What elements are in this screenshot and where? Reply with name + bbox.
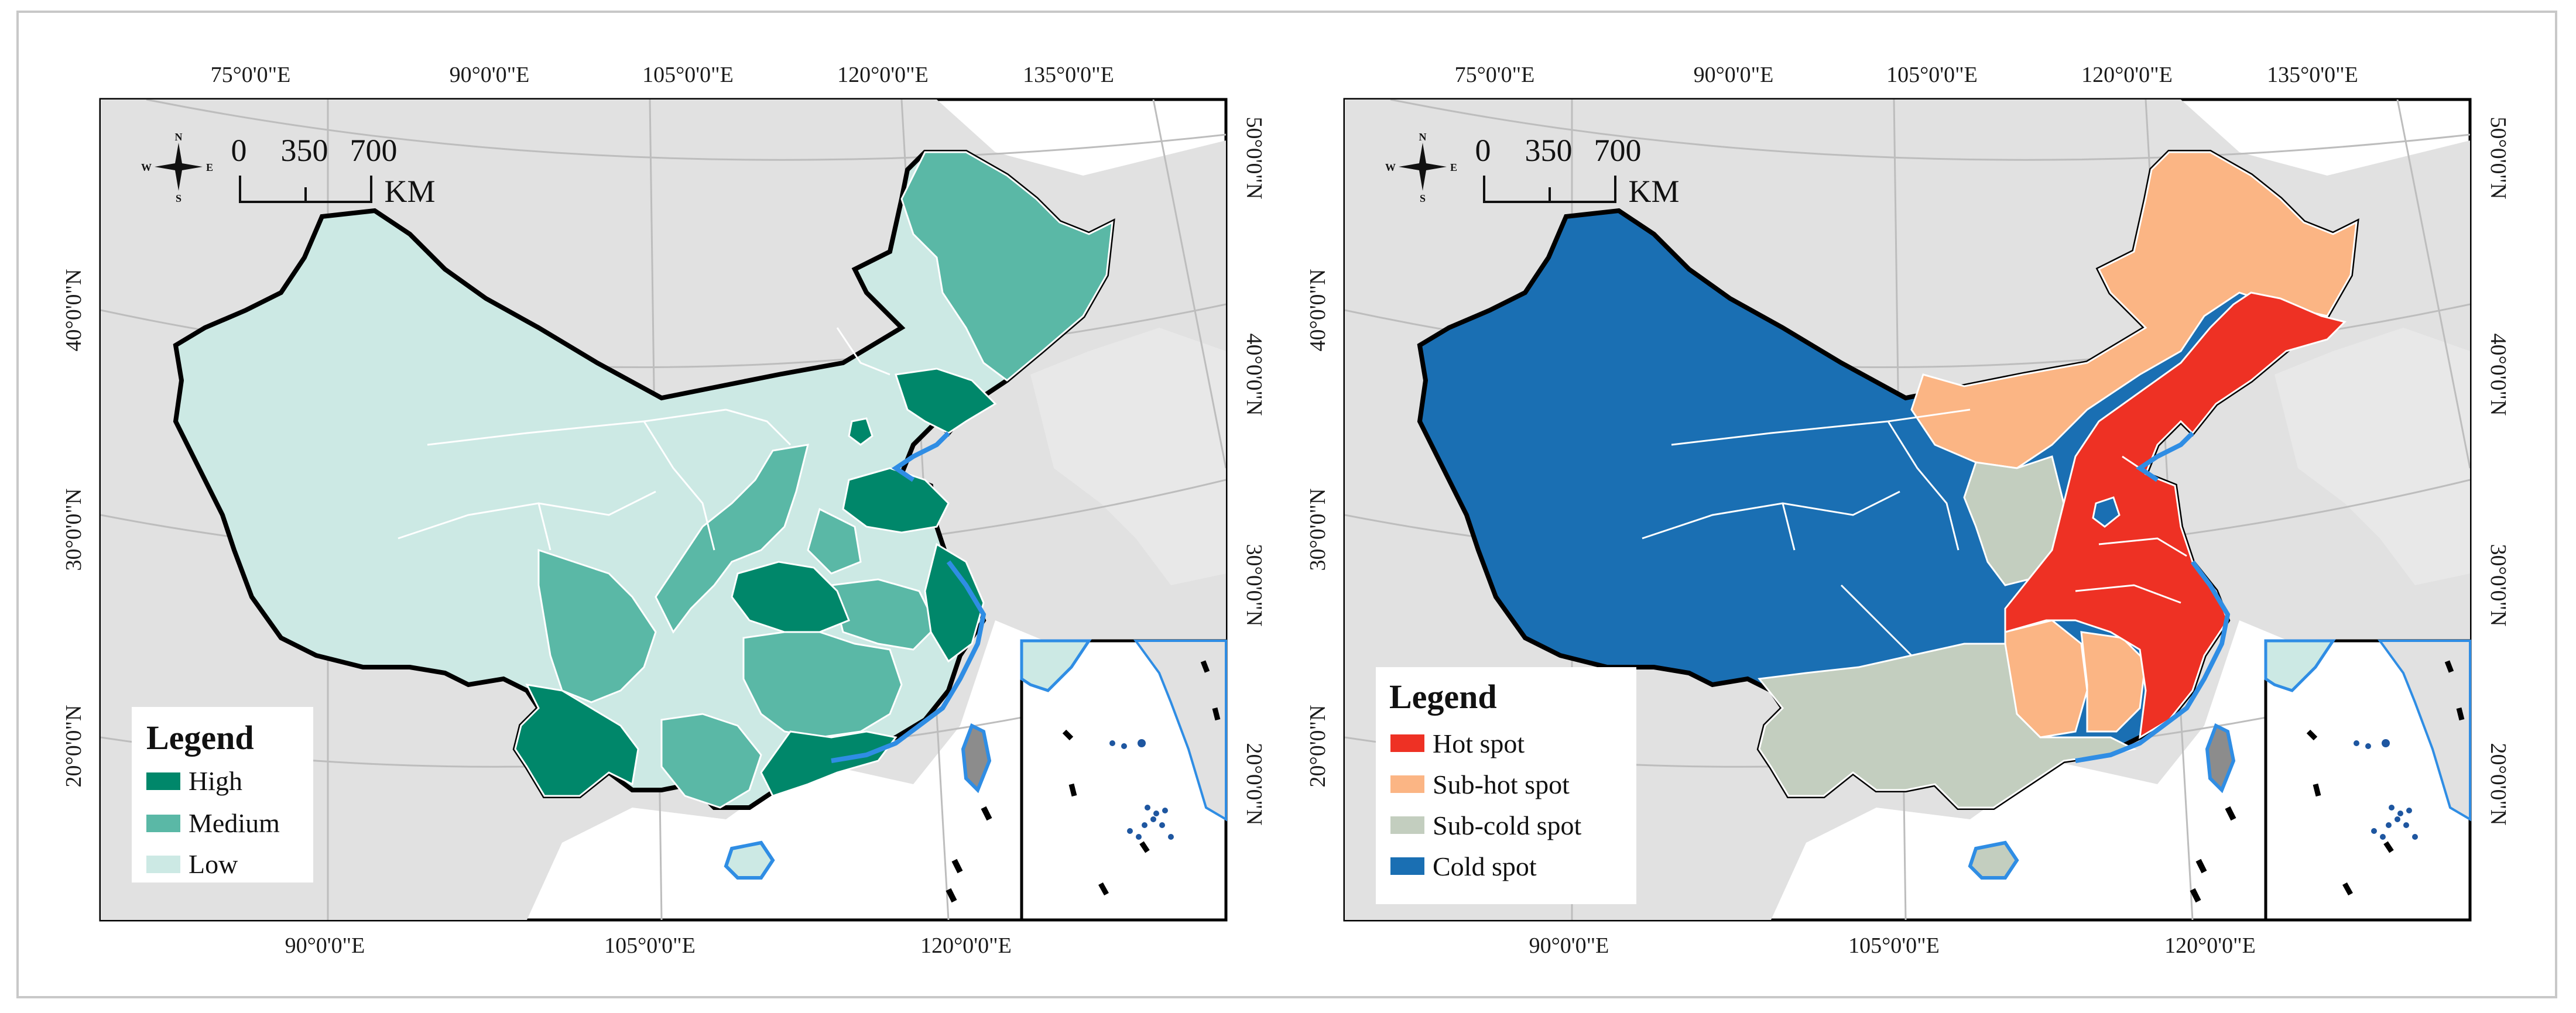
lat-label: 20°0'0"N [1242, 743, 1266, 826]
lat-label: 20°0'0"N [2486, 743, 2510, 826]
svg-text:KM: KM [384, 174, 435, 209]
svg-text:S: S [1420, 193, 1426, 204]
high-regions [514, 368, 997, 797]
north-arrow-icon: N S E W [141, 131, 213, 204]
lat-label: 30°0'0"N [1242, 544, 1266, 627]
hainan [1968, 840, 2019, 880]
level-map-panel: 75°0'0"E 90°0'0"E 105°0'0"E 120°0'0"E 13… [61, 63, 1266, 958]
hotspot-map-panel: 75°0'0"E 90°0'0"E 105°0'0"E 120°0'0"E 13… [1244, 0, 2532, 1013]
scale-bar: 0 350 700 KM [231, 133, 436, 209]
boundary-dashes [2190, 806, 2236, 903]
bottom-longitude-labels: 90°0'0"E 105°0'0"E 120°0'0"E [285, 933, 1012, 958]
legend-swatch [1390, 857, 1424, 875]
lat-label: 40°0'0"N [2486, 334, 2510, 416]
inset-south-china-sea [1020, 639, 1228, 922]
legend-label: Cold spot [1433, 851, 1537, 881]
legend-swatch [1390, 816, 1424, 834]
province-borders [1642, 408, 2187, 657]
scale-bar: 0 350 700 KM [1475, 133, 1680, 209]
lon-label: 120°0'0"E [2081, 63, 2173, 87]
right-latitude-labels: 50°0'0"N 40°0'0"N 30°0'0"N 20°0'0"N [1242, 117, 1266, 826]
taiwan [961, 723, 992, 794]
svg-text:E: E [206, 162, 213, 173]
lat-label: 50°0'0"N [2486, 117, 2510, 200]
taiwan [2205, 723, 2236, 794]
legend-label: Low [189, 849, 238, 879]
sub-cold-regions [1758, 455, 2137, 809]
svg-text:W: W [141, 162, 152, 173]
lon-label: 120°0'0"E [2164, 933, 2256, 958]
lon-label: 75°0'0"E [1455, 63, 1535, 87]
legend-label: Sub-hot spot [1433, 770, 1570, 799]
hotspot-map: 75°0'0"E 90°0'0"E 105°0'0"E 120°0'0"E 13… [1306, 63, 2510, 958]
hot-regions [2004, 291, 2347, 739]
sub-hot-regions [1910, 151, 2358, 739]
lon-label: 90°0'0"E [285, 933, 365, 958]
left-latitude-labels: 40°0'0"N 30°0'0"N 20°0'0"N [1306, 269, 1330, 788]
boundary-dashes [946, 806, 992, 903]
legend-label: Hot spot [1433, 729, 1525, 758]
legend: Legend Hot spot Sub-hot spot Sub-cold sp… [1376, 667, 1636, 904]
lon-label: 105°0'0"E [1848, 933, 1940, 958]
inset-south-china-sea [2264, 639, 2472, 922]
svg-text:0: 0 [231, 133, 247, 168]
legend-swatch [146, 815, 180, 832]
legend: Legend High Medium Low [132, 707, 313, 882]
svg-text:N: N [175, 131, 183, 143]
svg-text:0: 0 [1475, 133, 1491, 168]
level-map: 75°0'0"E 90°0'0"E 105°0'0"E 120°0'0"E 13… [61, 63, 1266, 958]
svg-text:KM: KM [1628, 174, 1679, 209]
legend-label: Sub-cold spot [1433, 811, 1582, 840]
lon-label: 90°0'0"E [1529, 933, 1609, 958]
lon-label: 105°0'0"E [642, 63, 734, 87]
svg-text:700: 700 [1594, 133, 1642, 168]
lat-label: 40°0'0"N [61, 269, 86, 352]
lon-label: 120°0'0"E [920, 933, 1012, 958]
lon-label: 135°0'0"E [2267, 63, 2358, 87]
svg-text:350: 350 [1525, 133, 1573, 168]
bottom-longitude-labels: 90°0'0"E 105°0'0"E 120°0'0"E [1529, 933, 2256, 958]
legend-title: Legend [146, 719, 254, 757]
legend-swatch [146, 856, 180, 873]
lon-label: 90°0'0"E [1694, 63, 1774, 87]
lat-label: 50°0'0"N [1242, 117, 1266, 200]
coastline [831, 431, 986, 763]
top-longitude-labels: 75°0'0"E 90°0'0"E 105°0'0"E 120°0'0"E 13… [1455, 63, 2358, 87]
lon-label: 105°0'0"E [604, 933, 696, 958]
lat-label: 30°0'0"N [61, 489, 86, 571]
lat-label: 40°0'0"N [1306, 269, 1330, 352]
lat-label: 40°0'0"N [1242, 334, 1266, 416]
lat-label: 20°0'0"N [1306, 705, 1330, 788]
lon-label: 135°0'0"E [1023, 63, 1114, 87]
lon-label: 105°0'0"E [1886, 63, 1978, 87]
left-latitude-labels: 40°0'0"N 30°0'0"N 20°0'0"N [61, 269, 86, 788]
legend-swatch [1390, 734, 1424, 752]
lat-label: 20°0'0"N [61, 705, 86, 788]
legend-swatch [1390, 775, 1424, 793]
svg-text:350: 350 [281, 133, 328, 168]
medium-regions [537, 151, 1114, 809]
svg-text:W: W [1385, 162, 1396, 173]
legend-label: High [189, 766, 242, 796]
legend-label: Medium [189, 808, 280, 838]
lon-label: 120°0'0"E [837, 63, 929, 87]
lon-label: 75°0'0"E [211, 63, 291, 87]
province-borders [398, 327, 890, 551]
legend-title: Legend [1389, 678, 1497, 716]
legend-swatch [146, 772, 180, 790]
coastline [2075, 431, 2231, 763]
hainan [724, 840, 775, 880]
lon-label: 90°0'0"E [450, 63, 530, 87]
top-longitude-labels: 75°0'0"E 90°0'0"E 105°0'0"E 120°0'0"E 13… [211, 63, 1114, 87]
lat-label: 30°0'0"N [1306, 489, 1330, 571]
north-arrow-icon: N S E W [1385, 131, 1457, 204]
svg-text:S: S [176, 193, 181, 204]
lat-label: 30°0'0"N [2486, 544, 2510, 627]
svg-text:N: N [1419, 131, 1427, 143]
svg-text:E: E [1450, 162, 1457, 173]
svg-text:700: 700 [350, 133, 398, 168]
right-latitude-labels: 50°0'0"N 40°0'0"N 30°0'0"N 20°0'0"N [2486, 117, 2510, 826]
